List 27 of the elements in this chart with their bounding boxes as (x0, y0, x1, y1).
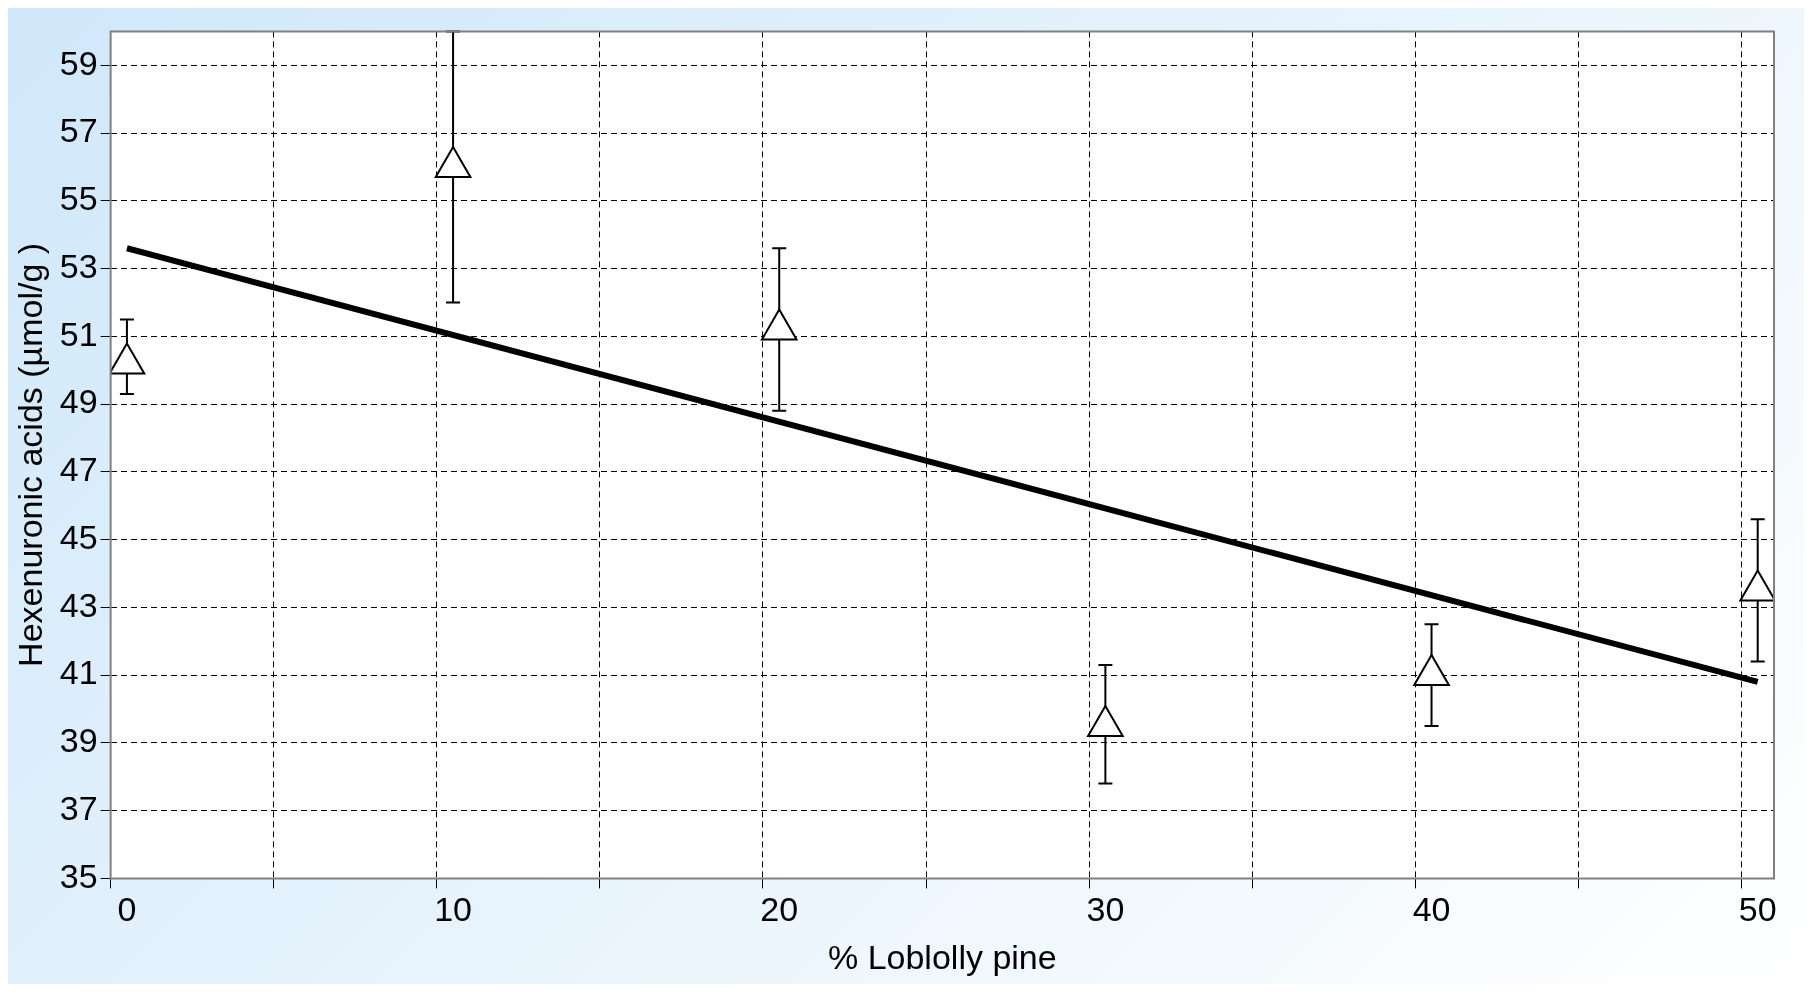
y-tick-label: 37 (59, 789, 98, 828)
y-tick-label: 51 (59, 314, 98, 353)
y-tick-label: 39 (59, 721, 98, 760)
x-tick-label: 10 (434, 890, 472, 929)
x-tick-label: 30 (1086, 890, 1125, 929)
y-tick-label: 55 (59, 179, 98, 218)
point (1413, 654, 1450, 687)
point (1087, 704, 1124, 737)
x-tick-label: 40 (1412, 890, 1451, 929)
y-tick-label: 47 (59, 450, 98, 489)
y-tick-label: 41 (59, 653, 98, 692)
y-tick-label: 57 (59, 111, 98, 150)
y-tick-label: 35 (59, 856, 98, 895)
point (1739, 569, 1774, 602)
y-tick-label: 49 (59, 382, 98, 421)
x-tick-label: 0 (117, 890, 137, 929)
x-tick-label: 20 (760, 890, 799, 929)
y-tick-label: 45 (59, 517, 98, 556)
y-tick-label: 59 (59, 43, 98, 82)
point (434, 145, 472, 178)
x-tick-label: 50 (1738, 890, 1777, 929)
y-axis-title: Hexenuronic acids (µmol/g ) (10, 242, 49, 667)
point (110, 342, 146, 375)
y-tick-label: 43 (59, 585, 98, 624)
x-axis-title: % Loblolly pine (827, 937, 1057, 976)
y-tick-label: 53 (59, 246, 98, 285)
point (760, 308, 798, 341)
